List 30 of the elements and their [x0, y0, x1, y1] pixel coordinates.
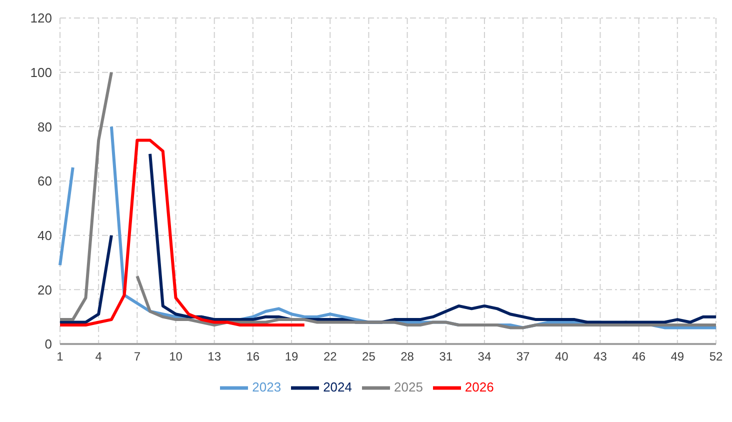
y-tick-label: 120	[30, 10, 52, 26]
y-tick-label: 100	[30, 64, 52, 80]
x-tick-label: 52	[709, 350, 723, 364]
legend-label: 2025	[394, 379, 423, 394]
x-tick-label: 31	[439, 350, 453, 364]
line-series	[58, 138, 306, 326]
x-tick-label: 34	[478, 350, 492, 364]
x-tick-label: 10	[169, 350, 183, 364]
y-tick-label: 0	[44, 336, 52, 352]
y-tick-label: 80	[38, 119, 52, 134]
x-tick-label: 37	[516, 350, 530, 364]
x-tick-label: 16	[246, 350, 260, 364]
x-tick-label: 49	[670, 350, 684, 364]
x-tick-label: 19	[284, 350, 299, 364]
y-tick-label: 40	[38, 228, 52, 243]
x-tick-label: 1	[56, 350, 64, 364]
x-tick-label: 25	[362, 350, 376, 364]
x-tick-label: 4	[95, 350, 102, 364]
legend-label: 2023	[252, 379, 282, 394]
x-tick-label: 46	[632, 350, 646, 364]
x-tick-label: 28	[400, 350, 414, 364]
x-tick-label: 7	[134, 350, 141, 364]
x-tick-label: 40	[554, 350, 569, 364]
y-tick-label: 20	[38, 282, 52, 298]
x-tick-label: 22	[323, 350, 338, 364]
y-tick-label: 60	[38, 174, 52, 189]
x-tick-label: 13	[208, 350, 222, 364]
legend-label: 2024	[323, 379, 352, 394]
x-tick-label: 43	[594, 350, 608, 364]
legend-label: 2026	[464, 379, 494, 394]
